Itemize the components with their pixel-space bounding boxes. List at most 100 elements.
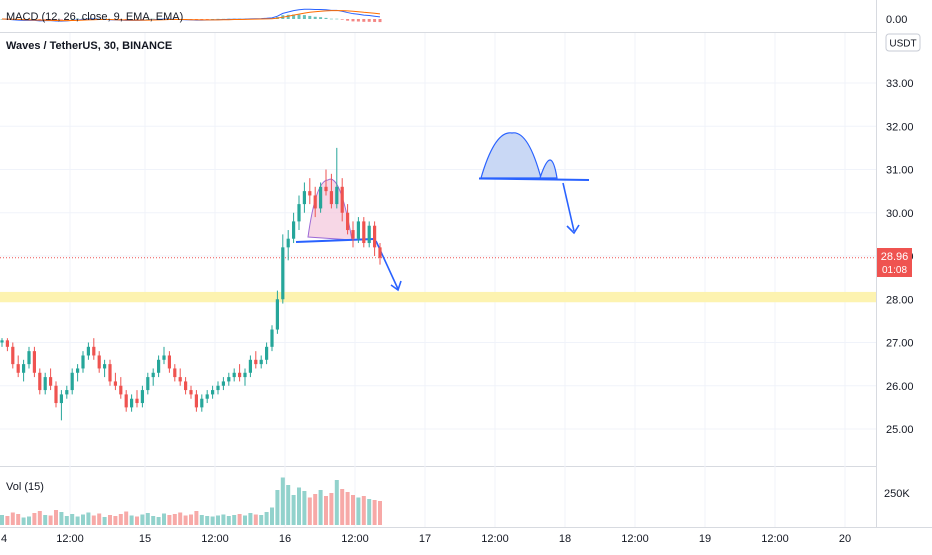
candle-body — [313, 195, 317, 209]
volume-label[interactable]: Vol (15) — [6, 481, 44, 493]
volume-bar — [318, 490, 323, 525]
volume-bar — [264, 512, 269, 525]
volume-bar — [216, 515, 220, 525]
support-zone[interactable] — [0, 291, 876, 303]
macd-histogram-bar — [356, 19, 360, 22]
candle-body — [113, 381, 117, 386]
volume-bar — [253, 514, 258, 525]
macd-histogram-bar — [292, 14, 296, 19]
candle-body — [227, 377, 231, 382]
volume-bar — [237, 514, 242, 525]
macd-histogram-bar — [65, 19, 69, 20]
volume-bar — [280, 477, 285, 525]
time-tick-label: 4 — [1, 533, 7, 545]
volume-bar — [313, 494, 318, 525]
volume-bar — [226, 516, 231, 525]
macd-histogram-bar — [151, 18, 155, 20]
pattern-arrow[interactable] — [562, 182, 575, 232]
macd-histogram-bar — [205, 19, 209, 20]
candlesticks — [0, 147, 382, 421]
macd-histogram-bar — [302, 15, 306, 19]
currency-badge-label: USDT — [889, 39, 916, 50]
volume-bar — [37, 511, 42, 525]
volume-bar — [140, 514, 145, 525]
volume-bar — [75, 516, 80, 525]
candle-body — [97, 355, 101, 369]
price-tag[interactable]: 28.96 01:08 — [877, 248, 912, 277]
pattern-illustration[interactable] — [478, 132, 590, 235]
neckline[interactable] — [295, 238, 375, 243]
volume-bar — [113, 516, 118, 525]
volume-bar — [97, 513, 102, 525]
candle-body — [81, 355, 85, 369]
volume-bar — [221, 514, 226, 525]
pattern-neckline[interactable] — [478, 177, 590, 181]
time-tick-label: 20 — [839, 533, 851, 545]
currency-badge[interactable] — [885, 33, 921, 52]
volume-bar — [48, 515, 53, 525]
time-tick-label: 12:00 — [761, 533, 789, 545]
candle-body — [146, 377, 150, 391]
candle-body — [162, 355, 166, 360]
candle-body — [135, 398, 139, 404]
candle-body — [27, 351, 31, 365]
macd-histogram-bar — [200, 19, 204, 20]
time-tick-label: 16 — [279, 533, 291, 545]
volume-bar — [32, 513, 37, 525]
macd-histogram-bar — [346, 19, 350, 21]
price-tick-label: 30.00 — [886, 208, 914, 220]
volume-bar — [189, 514, 193, 525]
macd-histogram-bar — [38, 19, 42, 20]
macd-indicator — [0, 8, 382, 23]
candle-body — [173, 368, 177, 378]
candle-body — [248, 359, 252, 373]
macd-histogram-bar — [335, 18, 339, 20]
candle-body — [92, 346, 96, 356]
candle-body — [362, 221, 366, 244]
candle-body — [178, 377, 182, 382]
macd-histogram-bar — [49, 19, 53, 20]
macd-histogram-bar — [319, 17, 323, 19]
candle-body — [0, 340, 4, 343]
volume-bar — [372, 500, 377, 525]
macd-histogram-bar — [329, 18, 333, 20]
volume-bar — [162, 513, 166, 525]
candle-body — [140, 390, 144, 404]
candle-body — [5, 340, 9, 347]
price-tick-label: 31.00 — [886, 165, 914, 177]
volume-bar — [27, 516, 31, 525]
volume-bar — [91, 515, 96, 525]
macd-histogram-bar — [146, 18, 150, 20]
candle-body — [76, 368, 80, 373]
macd-histogram-bar — [135, 19, 139, 20]
volume-bar — [145, 513, 150, 525]
volume-bar — [367, 499, 372, 525]
candle-body — [232, 372, 236, 378]
candle-body — [211, 390, 215, 395]
candle-body — [324, 186, 328, 192]
candle-body — [130, 398, 134, 408]
volume-bar — [183, 515, 188, 525]
time-tick-label: 15 — [139, 533, 151, 545]
macd-label[interactable]: MACD (12, 26, close, 9, EMA, EMA) — [6, 11, 183, 23]
candle-body — [119, 385, 123, 395]
candle-body — [319, 186, 323, 209]
volume-bars — [0, 477, 382, 525]
candle-body — [184, 381, 188, 391]
candle-body — [367, 225, 371, 244]
candle-body — [54, 385, 58, 404]
candle-body — [329, 191, 333, 205]
macd-histogram-bar — [362, 19, 366, 22]
time-tick-label: 12:00 — [481, 533, 509, 545]
macd-histogram-bar — [43, 19, 47, 20]
price-tick-label: 28.00 — [886, 294, 914, 306]
volume-bar — [356, 497, 361, 525]
volume-bar — [270, 507, 274, 525]
volume-bar — [259, 515, 264, 525]
symbol-label[interactable]: Waves / TetherUS, 30, BINANCE — [6, 40, 172, 52]
volume-bar — [378, 501, 382, 525]
time-tick-label: 19 — [699, 533, 711, 545]
volume-bar — [199, 515, 204, 525]
macd-histogram-bar — [27, 19, 31, 20]
